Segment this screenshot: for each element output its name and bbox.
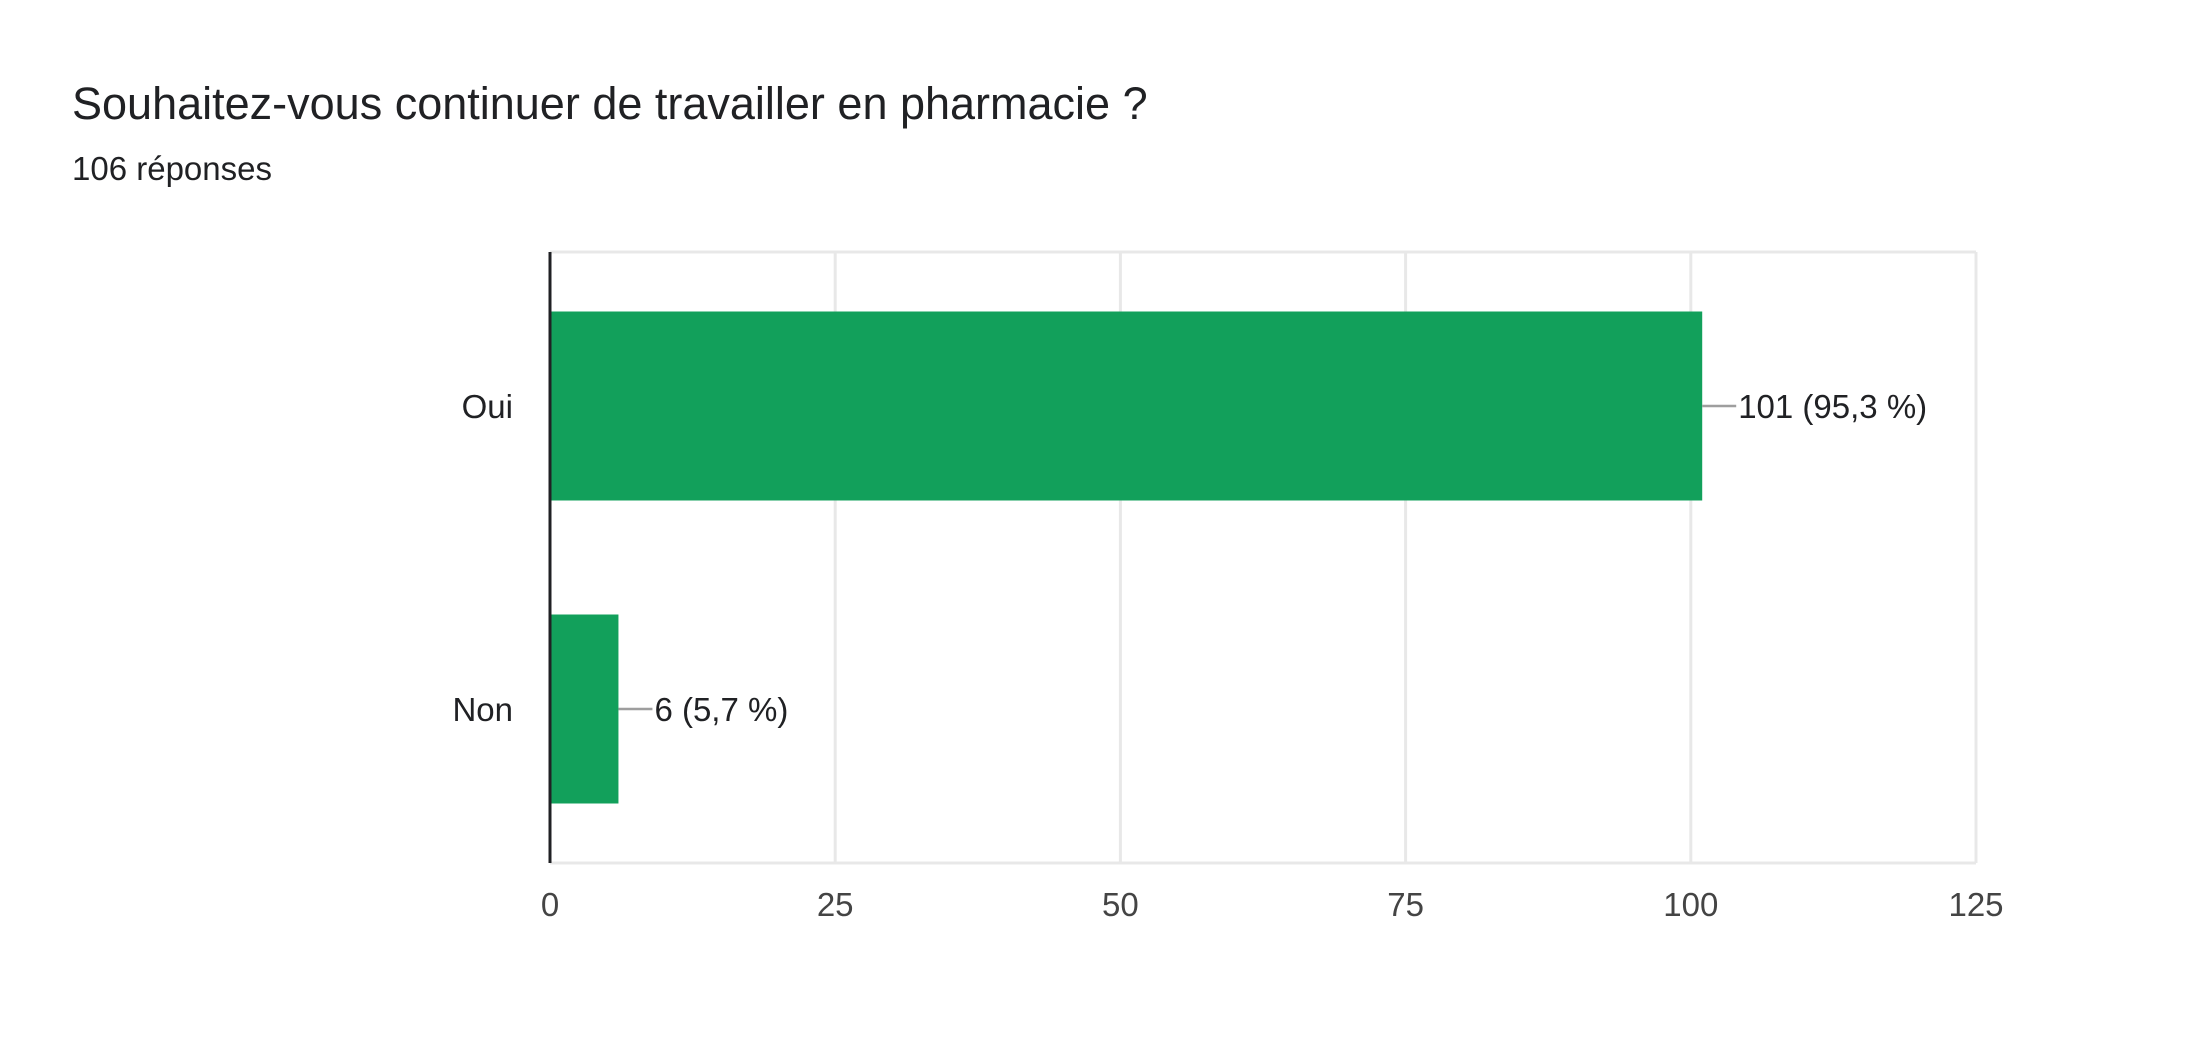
bars-layer <box>550 311 1703 804</box>
category-label-non: Non <box>452 691 513 728</box>
x-tick-label-25: 25 <box>817 886 854 923</box>
data-label-non: 6 (5,7 %) <box>654 691 788 728</box>
x-tick-label-100: 100 <box>1663 886 1718 923</box>
x-tick-label-0: 0 <box>541 886 559 923</box>
category-label-oui: Oui <box>462 388 513 425</box>
x-tick-label-50: 50 <box>1102 886 1139 923</box>
bar-non <box>550 614 619 804</box>
x-tick-label-75: 75 <box>1387 886 1424 923</box>
data-label-oui: 101 (95,3 %) <box>1738 388 1927 425</box>
response-count: 106 réponses <box>72 150 272 187</box>
bar-oui <box>550 311 1703 501</box>
labels-layer: 0 25 50 75 100 125 101 (95,3 %) Oui 6 (5,7 %) Non <box>452 388 2003 923</box>
question-title: Souhaitez-vous continuer de travailler e… <box>72 78 1148 129</box>
x-tick-label-125: 125 <box>1948 886 2003 923</box>
